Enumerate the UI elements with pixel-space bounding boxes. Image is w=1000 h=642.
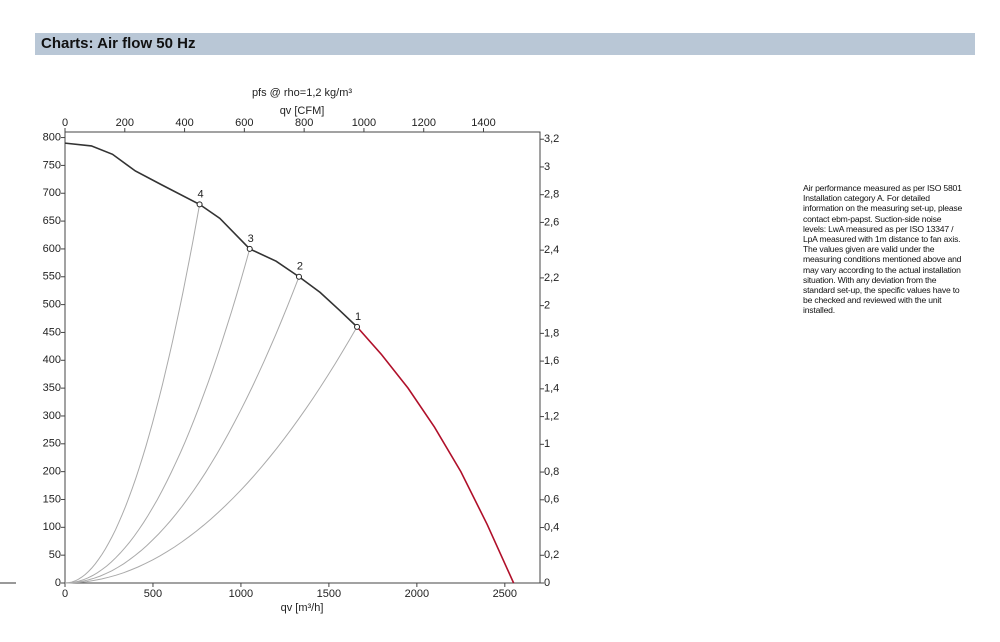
y2-tick-label: 3,2 xyxy=(544,133,559,145)
y-tick-label: 0 xyxy=(55,577,61,589)
x2-tick-label: 1000 xyxy=(352,117,376,129)
y-tick-label: 150 xyxy=(43,493,61,505)
y-tick-label: 650 xyxy=(43,215,61,227)
note-line: situation. With any deviation from the xyxy=(803,274,937,285)
note-line: contact ebm-papst. Suction-side noise xyxy=(803,213,942,224)
note-line: be checked and reviewed with the unit xyxy=(803,295,942,306)
y-tick-label: 250 xyxy=(43,438,61,450)
note-line: may vary according to the actual install… xyxy=(803,264,961,275)
y2-tick-label: 0,6 xyxy=(544,494,559,506)
x2-axis-title: qv [CFM] xyxy=(280,105,325,117)
y-tick-label: 400 xyxy=(43,354,61,366)
note-line: LpA measured with 1m distance to fan axi… xyxy=(803,234,961,245)
y-tick-label: 50 xyxy=(49,549,61,561)
system-curve xyxy=(64,248,251,584)
operating-point xyxy=(246,245,253,252)
section-header: Charts: Air flow 50 Hz xyxy=(35,33,975,55)
y2-tick-label: 2,6 xyxy=(544,216,559,228)
x-tick-label: 1500 xyxy=(317,588,341,600)
chart-title: pfs @ rho=1,2 kg/m³ xyxy=(252,87,352,99)
operating-point xyxy=(354,323,361,330)
system-curve xyxy=(64,276,300,584)
y-tick-label: 550 xyxy=(43,271,61,283)
y2-tick-label: 2,2 xyxy=(544,272,559,284)
y-tick-label: 500 xyxy=(43,299,61,311)
y-tick-label: 800 xyxy=(43,131,61,143)
y2-tick-label: 3 xyxy=(544,161,550,173)
point-label: 4 xyxy=(198,188,204,200)
system-curve xyxy=(64,204,201,584)
x-tick-label: 2500 xyxy=(493,588,517,600)
fan-curve xyxy=(64,142,358,328)
y-tick-label: 300 xyxy=(43,410,61,422)
y2-tick-label: 0,8 xyxy=(544,466,559,478)
note-line: Air performance measured as per ISO 5801 xyxy=(803,183,962,193)
y2-tick-label: 2,8 xyxy=(544,189,559,201)
x-tick-label: 1000 xyxy=(229,588,253,600)
y-tick-label: 700 xyxy=(43,187,61,199)
operating-point xyxy=(295,273,302,280)
note-line: measuring conditions mentioned above and xyxy=(803,254,962,265)
y2-tick-label: 0 xyxy=(544,577,550,589)
y2-tick-label: 1,2 xyxy=(544,410,559,422)
y-tick-label: 100 xyxy=(43,521,61,533)
x-tick-label: 0 xyxy=(62,588,68,600)
operating-point xyxy=(196,201,203,208)
y2-tick-label: 1,8 xyxy=(544,327,559,339)
note-line: standard set-up, the specific values hav… xyxy=(803,285,960,296)
point-label: 3 xyxy=(248,233,254,245)
y-tick-label: 750 xyxy=(43,159,61,171)
y-tick-label: 600 xyxy=(43,243,61,255)
y-tick-label: 200 xyxy=(43,466,61,478)
point-label: 1 xyxy=(355,311,361,323)
x-tick-label: 2000 xyxy=(405,588,429,600)
section-title: Charts: Air flow 50 Hz xyxy=(41,35,196,52)
y2-tick-label: 2,4 xyxy=(544,244,559,256)
x-axis-title: qv [m³/h] xyxy=(281,602,324,614)
x2-tick-label: 1400 xyxy=(471,117,495,129)
plot-frame xyxy=(64,131,541,584)
x2-tick-label: 200 xyxy=(116,117,134,129)
y2-tick-label: 1 xyxy=(544,438,550,450)
x2-tick-label: 600 xyxy=(235,117,253,129)
y2-tick-label: 0,4 xyxy=(544,521,559,533)
note-line: Installation category A. For detailed xyxy=(803,193,930,204)
x2-tick-label: 1200 xyxy=(411,117,435,129)
y-tick-label: 350 xyxy=(43,382,61,394)
note-line: installed. xyxy=(803,305,835,316)
y2-tick-label: 1,4 xyxy=(544,383,559,395)
y2-tick-label: 1,6 xyxy=(544,355,559,367)
system-curve xyxy=(64,326,358,584)
fan-curve xyxy=(356,326,515,584)
x2-tick-label: 0 xyxy=(62,117,68,129)
y-tick-label: 450 xyxy=(43,326,61,338)
note-line: The values given are valid under the xyxy=(803,244,935,255)
x2-tick-label: 400 xyxy=(175,117,193,129)
note-line: information on the measuring set-up, ple… xyxy=(803,203,963,214)
y2-tick-label: 0,2 xyxy=(544,549,559,561)
x2-tick-label: 800 xyxy=(295,117,313,129)
y2-tick-label: 2 xyxy=(544,300,550,312)
note-line: levels: LwA measured as per ISO 13347 / xyxy=(803,223,954,234)
point-label: 2 xyxy=(297,261,303,273)
x-tick-label: 500 xyxy=(144,588,162,600)
note: Air performance measured as per ISO 5801… xyxy=(803,183,983,316)
